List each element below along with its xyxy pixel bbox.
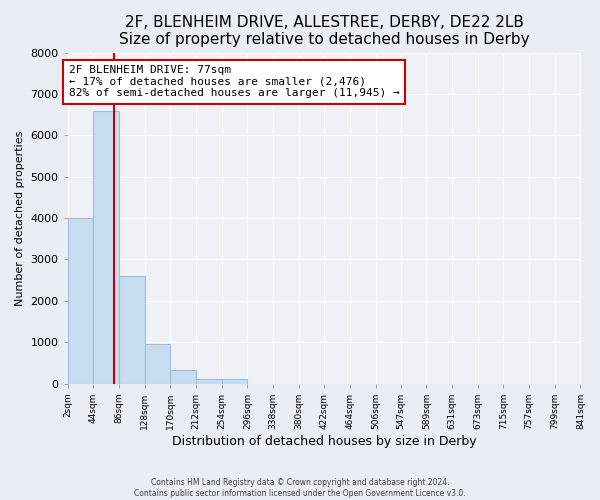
Bar bbox=[119, 276, 145, 384]
X-axis label: Distribution of detached houses by size in Derby: Distribution of detached houses by size … bbox=[172, 434, 476, 448]
Bar bbox=[94, 110, 119, 384]
Title: 2F, BLENHEIM DRIVE, ALLESTREE, DERBY, DE22 2LB
Size of property relative to deta: 2F, BLENHEIM DRIVE, ALLESTREE, DERBY, DE… bbox=[119, 15, 529, 48]
Bar bbox=[196, 378, 222, 384]
Text: Contains HM Land Registry data © Crown copyright and database right 2024.
Contai: Contains HM Land Registry data © Crown c… bbox=[134, 478, 466, 498]
Bar bbox=[170, 370, 196, 384]
Bar bbox=[68, 218, 94, 384]
Text: 2F BLENHEIM DRIVE: 77sqm
← 17% of detached houses are smaller (2,476)
82% of sem: 2F BLENHEIM DRIVE: 77sqm ← 17% of detach… bbox=[69, 65, 400, 98]
Y-axis label: Number of detached properties: Number of detached properties bbox=[15, 130, 25, 306]
Bar bbox=[222, 380, 247, 384]
Bar bbox=[145, 344, 170, 384]
